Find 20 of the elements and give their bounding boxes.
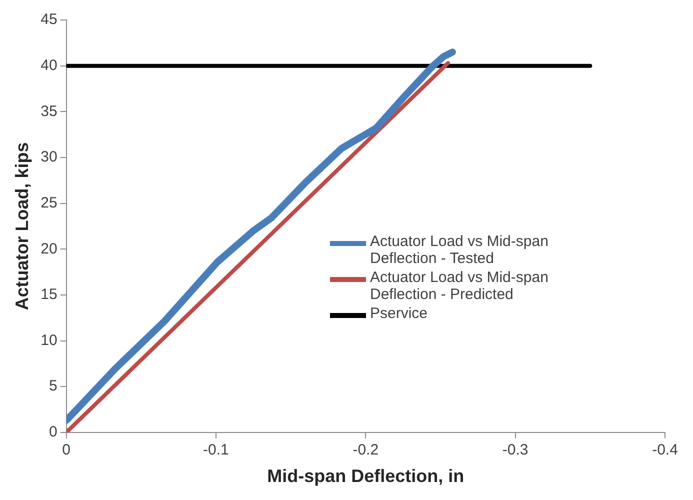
y-tick-label: 15 [40, 286, 58, 304]
y-tick-label: 5 [48, 378, 58, 395]
y-tick-label: 20 [40, 240, 58, 258]
x-tick-label: -0.1 [203, 442, 229, 459]
y-tick-label: 0 [48, 424, 58, 441]
legend-label: Pservice [370, 305, 428, 322]
x-tick-label: 0 [62, 442, 70, 459]
y-tick-label: 30 [40, 148, 58, 166]
y-tick-label: 45 [40, 11, 58, 28]
x-tick-label: -0.2 [352, 442, 379, 459]
y-tick-label: 35 [40, 102, 58, 120]
x-axis-title: Mid-span Deflection, in [267, 466, 464, 486]
y-axis-title: Actuator Load, kips [12, 142, 32, 310]
y-tick-label: 10 [40, 332, 58, 349]
x-tick-label: -0.3 [502, 442, 528, 459]
y-tick-label: 40 [40, 56, 58, 74]
legend-label: Actuator Load vs Mid-span Deflection - Predicted [370, 269, 550, 303]
legend-label: Actuator Load vs Mid-span Deflection - Tested [370, 233, 550, 267]
y-tick-label: 25 [40, 194, 58, 212]
x-tick-label: -0.4 [652, 442, 678, 459]
